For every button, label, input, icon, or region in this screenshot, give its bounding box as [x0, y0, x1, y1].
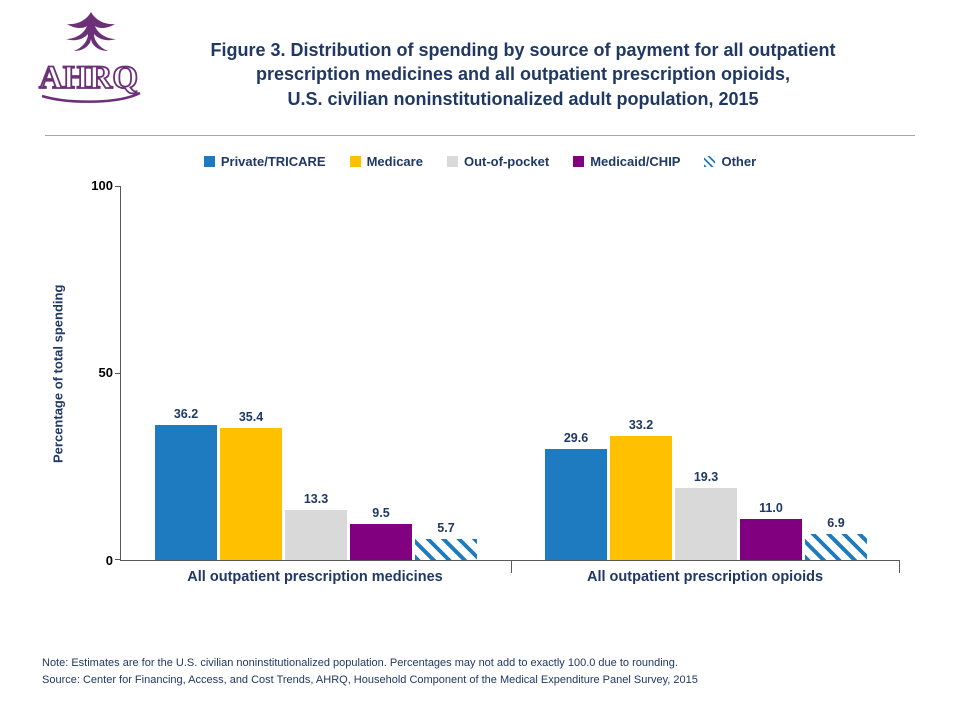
bar-cell: 6.9 — [805, 516, 867, 560]
bar-out-of-pocket — [675, 487, 737, 560]
y-tick-label: 50 — [98, 365, 113, 380]
bar-value-label: 9.5 — [372, 506, 390, 521]
bar-out-of-pocket — [285, 510, 347, 560]
legend: Private/TRICARE Medicare Out-of-pocket Medi… — [0, 150, 960, 172]
bar-medicaid-chip — [350, 524, 412, 560]
legend-item-out-of-pocket: Out-of-pocket — [446, 153, 550, 169]
bar-value-label: 36.2 — [173, 406, 199, 421]
y-axis-title: Percentage of total spending — [50, 284, 66, 463]
bar-cell: 33.2 — [610, 418, 672, 560]
divider-line — [45, 135, 915, 136]
x-tick-mark — [899, 560, 900, 573]
y-tick-mark — [115, 186, 120, 187]
legend-label: Medicare — [366, 153, 423, 169]
category-label: All outpatient prescription opioids — [586, 569, 824, 585]
note-text: Note: Estimates are for the U.S. civilia… — [42, 657, 678, 669]
bar-other — [415, 538, 477, 560]
bar-cell: 19.3 — [675, 470, 737, 560]
ahrq-logo-svg: AHRQ — [38, 12, 141, 103]
bar-cell: 13.3 — [285, 492, 347, 560]
bar-cell: 9.5 — [350, 506, 412, 560]
bar-value-label: 6.9 — [827, 516, 845, 531]
bar-group-1: 29.6 33.2 19.3 11.0 6.9 — [511, 186, 901, 560]
legend-item-private-tricare: Private/TRICARE — [203, 153, 326, 169]
eagle-icon — [66, 12, 116, 51]
logo-underline — [41, 91, 141, 103]
bar-value-label: 29.6 — [563, 431, 589, 446]
logo-text: AHRQ — [39, 60, 138, 96]
legend-swatch-hatch-icon — [704, 155, 716, 167]
bar-group-0: 36.2 35.4 13.3 9.5 5.7 — [121, 186, 511, 560]
legend-item-medicare: Medicare — [349, 153, 423, 169]
source-text: Source: Center for Financing, Access, an… — [42, 673, 698, 686]
legend-swatch-icon — [446, 155, 458, 167]
legend-swatch-icon — [573, 155, 585, 167]
bar-cell: 11.0 — [740, 501, 802, 560]
legend-item-medicaid-chip: Medicaid/CHIP — [573, 154, 680, 169]
category-label: All outpatient prescription medicines — [187, 569, 443, 585]
bar-medicare — [220, 427, 282, 560]
bar-cell: 5.7 — [415, 521, 477, 560]
bar-value-label: 11.0 — [759, 500, 783, 515]
y-tick-mark — [115, 373, 120, 374]
y-tick-mark — [115, 559, 120, 560]
bar-medicare — [610, 435, 672, 560]
legend-label: Private/TRICARE — [220, 153, 326, 169]
bar-chart: 100 50 0 36.2 35.4 13.3 9.5 5.7 29.6 33.2 19.3… — [91, 178, 901, 573]
legend-swatch-icon — [203, 155, 215, 167]
footer-notes: Note: Estimates are for the U.S. civilia… — [42, 655, 930, 688]
bar-value-label: 5.7 — [437, 520, 455, 535]
figure-title: Figure 3. Distribution of spending by so… — [210, 40, 836, 109]
legend-label: Medicaid/CHIP — [590, 153, 681, 169]
bar-value-label: 19.3 — [693, 469, 719, 484]
bar-cell: 35.4 — [220, 410, 282, 560]
y-tick-label: 0 — [105, 553, 113, 568]
bar-value-label: 13.3 — [303, 492, 329, 507]
ahrq-logo: AHRQ — [36, 8, 146, 110]
legend-label: Out-of-pocket — [463, 153, 550, 169]
bar-value-label: 33.2 — [628, 417, 654, 432]
bar-value-label: 35.4 — [238, 409, 264, 424]
y-tick-label: 100 — [91, 178, 113, 193]
bar-cell: 29.6 — [545, 431, 607, 560]
x-tick-mark — [511, 560, 512, 573]
bar-private-tricare — [155, 424, 217, 560]
bar-cell: 36.2 — [155, 407, 217, 560]
bar-other — [805, 534, 867, 560]
legend-swatch-icon — [349, 155, 361, 167]
bar-medicaid-chip — [740, 518, 802, 560]
legend-label: Other — [721, 153, 757, 169]
legend-item-other: Other — [704, 154, 756, 169]
bar-private-tricare — [545, 449, 607, 560]
